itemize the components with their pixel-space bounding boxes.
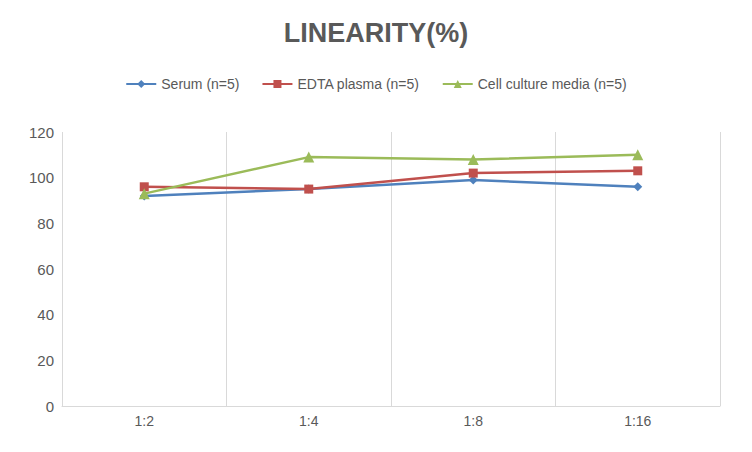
svg-text:EDTA plasma (n=5): EDTA plasma (n=5) [297,76,419,92]
svg-text:100: 100 [29,169,54,186]
svg-text:80: 80 [37,215,54,232]
svg-text:Cell culture media (n=5): Cell culture media (n=5) [478,76,627,92]
svg-text:1:16: 1:16 [624,413,651,429]
svg-text:LINEARITY(%): LINEARITY(%) [284,18,469,48]
svg-text:1:8: 1:8 [464,413,484,429]
svg-text:Serum (n=5): Serum (n=5) [161,76,239,92]
svg-text:0: 0 [46,398,54,415]
svg-text:1:4: 1:4 [299,413,319,429]
svg-text:20: 20 [37,352,54,369]
svg-text:60: 60 [37,261,54,278]
svg-text:120: 120 [29,124,54,141]
svg-text:40: 40 [37,306,54,323]
svg-text:1:2: 1:2 [135,413,155,429]
